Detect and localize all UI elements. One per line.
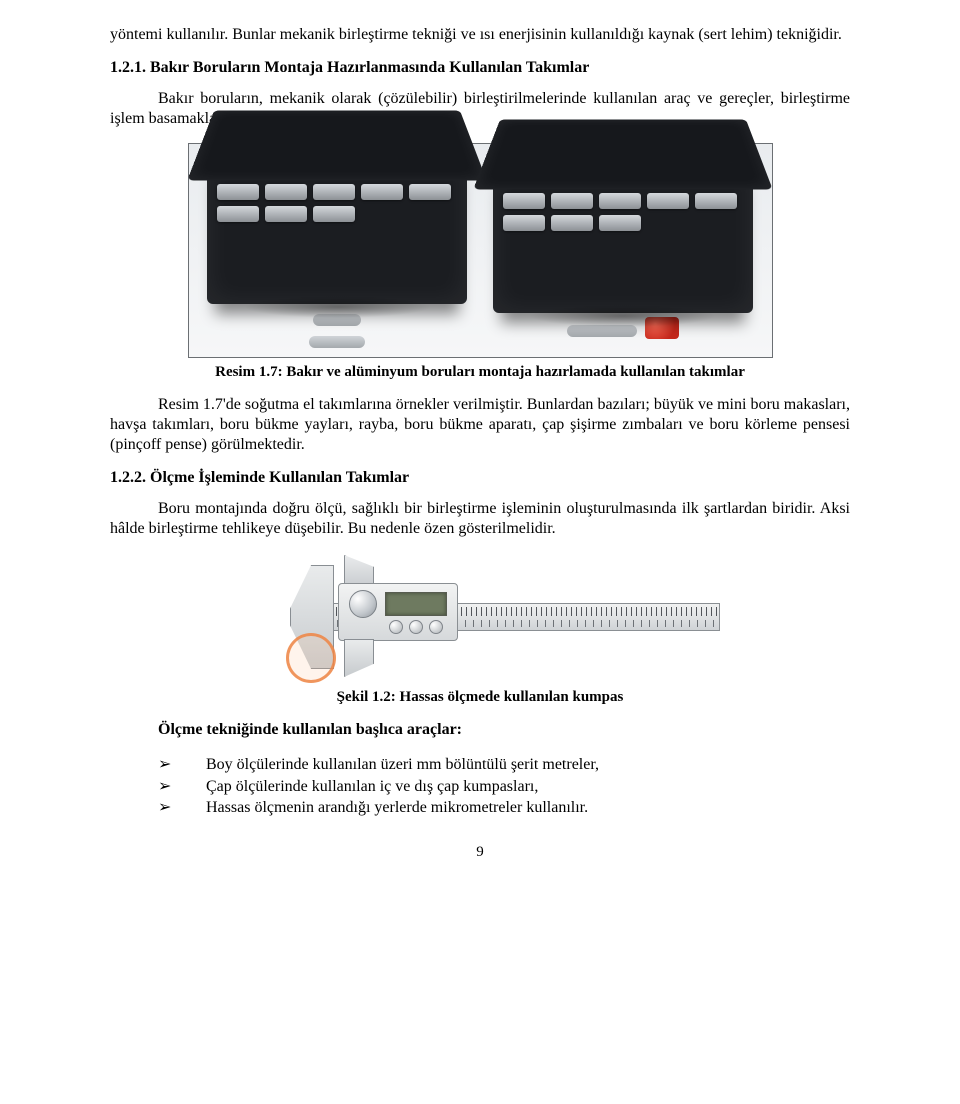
caliper-thumbwheel-icon	[349, 590, 377, 618]
caliper-lower-moving-jaw	[344, 639, 374, 677]
figure-1-2-image	[230, 553, 730, 683]
section-1-2-2-title: Ölçme İşleminde Kullanılan Takımlar	[150, 469, 409, 486]
caliper-button-icon	[389, 620, 403, 634]
intro-paragraph: yöntemi kullanılır. Bunlar mekanik birle…	[110, 25, 850, 45]
list-item: ➢Boy ölçülerinde kullanılan üzeri mm böl…	[158, 754, 850, 776]
toolcase-lid	[473, 119, 773, 189]
bullet-icon: ➢	[158, 776, 206, 798]
section-1-2-2-paragraph: Boru montajında doğru ölçü, sağlıklı bir…	[110, 499, 850, 539]
bullet-icon: ➢	[158, 797, 206, 819]
toolcase-contents	[503, 193, 743, 303]
section-1-2-1-title: Bakır Boruların Montaja Hazırlanmasında …	[150, 59, 589, 76]
section-1-2-1-number: 1.2.1.	[110, 59, 146, 76]
list-item-text: Boy ölçülerinde kullanılan üzeri mm bölü…	[206, 756, 599, 773]
toolcase-contents	[217, 184, 457, 294]
section-1-2-2-heading: 1.2.2. Ölçme İşleminde Kullanılan Takıml…	[110, 469, 850, 487]
caliper-lcd-icon	[385, 592, 447, 616]
list-item-text: Çap ölçülerinde kullanılan iç ve dış çap…	[206, 778, 538, 795]
caliper-button-icon	[409, 620, 423, 634]
section-1-2-2-number: 1.2.2.	[110, 469, 146, 486]
figure-1-7-caption: Resim 1.7: Bakır ve alüminyum boruları m…	[110, 364, 850, 381]
page-number: 9	[110, 844, 850, 861]
section-1-2-1-heading: 1.2.1. Bakır Boruların Montaja Hazırlanm…	[110, 59, 850, 77]
list-item: ➢Hassas ölçmenin arandığı yerlerde mikro…	[158, 797, 850, 819]
caliper-digital-body	[338, 583, 458, 641]
wrench-icon	[309, 336, 365, 348]
caliper-slider	[338, 555, 458, 677]
figure-1-2-caption: Şekil 1.2: Hassas ölçmede kullanılan kum…	[110, 689, 850, 706]
figure-1-7-image	[188, 143, 773, 358]
caliper-button-icon	[429, 620, 443, 634]
toolcase-left	[207, 154, 467, 304]
bullet-icon: ➢	[158, 754, 206, 776]
toolcase-left-group	[207, 154, 467, 348]
caliper-highlight-ring-icon	[286, 633, 336, 683]
toolcase-lid	[187, 110, 487, 180]
toolcase-right-group	[493, 163, 753, 339]
toolcase-right	[493, 163, 753, 313]
page: yöntemi kullanılır. Bunlar mekanik birle…	[0, 0, 960, 1104]
post-figure-1-7-paragraph: Resim 1.7'de soğutma el takımlarına örne…	[110, 395, 850, 455]
tool-list-heading: Ölçme tekniğinde kullanılan başlıca araç…	[110, 720, 850, 740]
list-item-text: Hassas ölçmenin arandığı yerlerde mikrom…	[206, 799, 588, 816]
tool-list: ➢Boy ölçülerinde kullanılan üzeri mm böl…	[158, 754, 850, 819]
list-item: ➢Çap ölçülerinde kullanılan iç ve dış ça…	[158, 776, 850, 798]
